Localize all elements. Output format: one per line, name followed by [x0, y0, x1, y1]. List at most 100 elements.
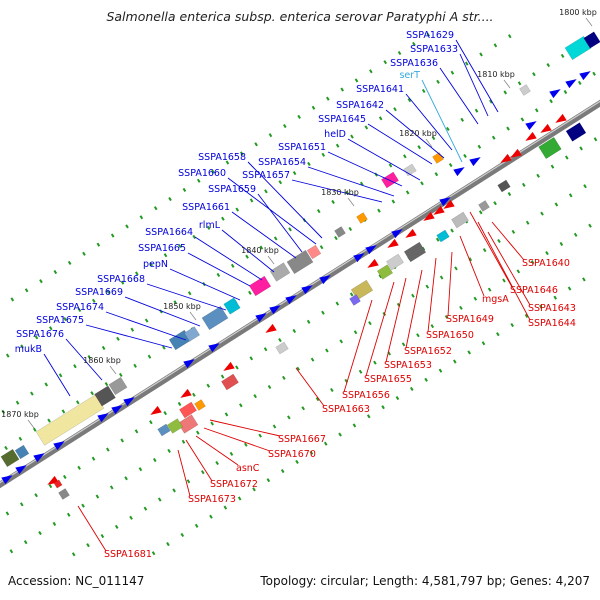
- leader-line: [185, 439, 213, 482]
- forward-gene-label: SSPA1674: [56, 302, 104, 313]
- tick-dot: [163, 253, 168, 258]
- tick-dot: [272, 424, 277, 429]
- forward-gene-arrow: [365, 245, 377, 255]
- gene-feature-block: [376, 264, 394, 280]
- tick-dot: [133, 363, 137, 368]
- forward-gene-label: pepN: [143, 259, 168, 270]
- tick-dot: [349, 292, 354, 297]
- leader-line: [187, 252, 251, 287]
- tick-dot: [77, 465, 81, 470]
- tick-dot: [560, 53, 565, 58]
- tick-dot: [393, 107, 397, 112]
- tick-dot: [39, 279, 43, 284]
- tick-dot: [368, 321, 372, 326]
- tick-dot: [53, 269, 58, 275]
- tick-dot: [517, 81, 522, 86]
- tick-dot: [10, 297, 15, 302]
- ruler-label: 1840 kbp: [241, 246, 279, 255]
- reverse-gene-label: SSPA1650: [426, 330, 474, 341]
- tick-dot: [177, 401, 182, 407]
- leader-line: [347, 138, 421, 181]
- tick-dot: [280, 469, 285, 474]
- tick-dot: [511, 229, 516, 234]
- tick-dot: [147, 354, 152, 359]
- accession-label: Accession: NC_011147: [8, 574, 145, 588]
- forward-gene-arrow: [53, 441, 65, 451]
- ruler-tick-mark: [503, 79, 511, 89]
- gene-feature-block: [436, 229, 450, 243]
- tick-dot: [369, 69, 373, 74]
- reverse-gene-label: SSPA1653: [384, 360, 432, 371]
- tick-dot: [282, 375, 286, 380]
- forward-gene-label: SSPA1661: [182, 202, 230, 213]
- tick-dot: [34, 335, 39, 340]
- tick-dot: [47, 418, 51, 423]
- tick-dot: [335, 143, 340, 148]
- tick-dot: [48, 326, 53, 331]
- tick-dot: [592, 71, 596, 76]
- forward-gene-arrow: [208, 343, 220, 353]
- gene-feature-block: [519, 84, 531, 96]
- tick-dot: [353, 330, 358, 335]
- reverse-gene-arrow: [500, 153, 512, 163]
- gene-feature-block: [497, 179, 511, 193]
- reverse-gene-label: SSPA1652: [404, 346, 452, 357]
- leader-line: [257, 193, 303, 253]
- forward-gene-label: SSPA1645: [318, 114, 366, 125]
- leader-line: [459, 53, 489, 117]
- tick-dot: [383, 60, 388, 65]
- tick-dot: [439, 275, 444, 280]
- leader-line: [459, 235, 485, 297]
- gene-feature-block: [194, 399, 206, 411]
- tick-dot: [540, 211, 544, 216]
- leader-line: [327, 151, 403, 187]
- tick-dot: [124, 476, 128, 481]
- tick-dot: [316, 209, 321, 214]
- tick-dot: [420, 181, 424, 186]
- gene-feature-block: [275, 341, 289, 355]
- tick-dot: [460, 117, 465, 122]
- tick-dot: [532, 72, 536, 77]
- tick-dot: [287, 415, 291, 420]
- tick-dot: [163, 411, 168, 416]
- leader-line: [203, 427, 271, 452]
- reverse-gene-arrow: [555, 113, 567, 123]
- tick-dot: [239, 151, 244, 156]
- tick-dot: [459, 305, 463, 310]
- gene-feature-block: [565, 122, 587, 142]
- gene-feature-block: [183, 326, 201, 342]
- forward-gene-label: SSPA1664: [145, 227, 193, 238]
- tick-dot: [330, 387, 334, 393]
- ruler-label: 1810 kbp: [477, 70, 515, 79]
- tick-dot: [101, 345, 106, 351]
- tick-dot: [424, 377, 428, 382]
- tick-dot: [66, 512, 71, 517]
- tick-dot: [331, 199, 335, 205]
- tick-dot: [273, 236, 278, 241]
- tick-dot: [157, 497, 162, 502]
- tick-dot: [565, 155, 569, 160]
- forward-gene-arrow: [1, 475, 13, 485]
- tick-dot: [593, 137, 598, 142]
- ruler-tick-mark: [27, 419, 35, 429]
- tick-dot: [436, 79, 440, 84]
- gene-feature-block: [432, 152, 444, 164]
- gene-feature-block: [94, 385, 116, 407]
- tick-dot: [463, 153, 467, 158]
- gene-feature-block: [403, 241, 427, 263]
- tick-dot: [348, 226, 353, 231]
- tick-dot: [244, 442, 248, 447]
- forward-gene-label: SSPA1633: [410, 44, 458, 55]
- tick-dot: [315, 397, 320, 402]
- tick-dot: [30, 391, 34, 396]
- tick-dot: [588, 223, 592, 228]
- tick-dot: [264, 189, 268, 194]
- tick-dot: [510, 322, 514, 328]
- tick-dot: [292, 171, 297, 176]
- forward-gene-arrow: [183, 359, 195, 369]
- leader-line: [124, 296, 201, 327]
- tick-dot: [249, 356, 254, 361]
- tick-dot: [573, 232, 578, 237]
- tick-dot: [477, 144, 482, 149]
